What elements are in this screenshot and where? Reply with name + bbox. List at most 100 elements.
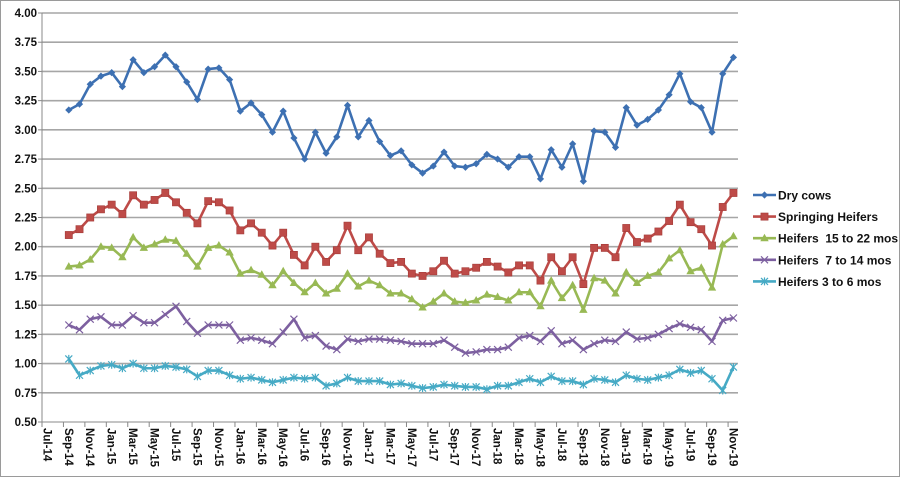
data-point	[193, 262, 202, 270]
data-point	[161, 189, 170, 197]
data-point	[547, 326, 556, 335]
data-point	[300, 261, 309, 270]
data-point	[214, 241, 224, 249]
data-point	[494, 155, 502, 163]
data-point	[311, 128, 319, 136]
data-point	[290, 250, 298, 259]
data-point	[108, 68, 116, 77]
data-point	[633, 238, 641, 246]
y-tick-label: 2.25	[15, 213, 38, 225]
data-point	[665, 217, 674, 225]
data-point	[386, 380, 395, 389]
x-tick-label: Jul-15	[169, 428, 181, 462]
data-point	[257, 228, 266, 237]
data-point	[386, 288, 395, 297]
data-point	[697, 225, 706, 234]
data-point	[322, 258, 330, 266]
x-tick-label: Sep-15	[190, 428, 202, 466]
data-point	[568, 336, 577, 345]
data-point	[150, 239, 159, 248]
series-dry-cows	[65, 51, 738, 185]
data-point	[450, 343, 459, 352]
data-point	[601, 128, 609, 136]
data-point	[365, 116, 373, 125]
y-tick-label: 2.75	[15, 154, 38, 166]
data-point	[590, 339, 599, 348]
data-point	[654, 330, 663, 339]
data-point	[343, 101, 352, 109]
data-point	[343, 335, 352, 343]
data-point	[396, 288, 406, 297]
data-point	[708, 128, 716, 136]
data-point	[536, 175, 545, 183]
data-point	[247, 333, 255, 342]
data-point	[86, 213, 95, 222]
data-point	[161, 361, 170, 370]
data-point	[429, 267, 438, 276]
data-point	[150, 196, 159, 204]
data-point	[226, 76, 234, 84]
data-point	[707, 283, 717, 291]
data-point	[697, 366, 706, 375]
data-point	[579, 305, 588, 313]
data-point	[675, 319, 684, 328]
data-point	[247, 219, 255, 228]
data-point	[268, 128, 277, 136]
data-point	[354, 246, 363, 255]
data-point	[590, 374, 599, 383]
y-tick-label: 4.00	[15, 8, 37, 20]
data-point	[686, 98, 695, 106]
data-point	[172, 363, 180, 372]
data-point	[236, 336, 245, 345]
data-point	[311, 278, 320, 286]
data-point	[525, 261, 534, 270]
data-point	[665, 371, 674, 380]
series-line	[68, 53, 735, 183]
data-point	[482, 258, 491, 266]
data-point	[279, 328, 288, 336]
data-point	[225, 248, 234, 256]
data-point	[407, 294, 417, 303]
data-point	[461, 163, 470, 171]
legend-label: Heifers 3 to 6 mos	[778, 275, 882, 289]
data-point	[525, 374, 534, 383]
data-point	[686, 266, 695, 275]
data-point	[86, 255, 95, 263]
data-point	[75, 371, 84, 380]
x-tick-label: Nov-19	[726, 428, 738, 466]
x-tick-label: Jan-16	[233, 428, 245, 464]
data-point	[514, 287, 524, 296]
data-point	[418, 339, 427, 348]
legend-label: Heifers 15 to 22 mos	[778, 232, 898, 246]
data-point	[129, 56, 137, 64]
data-point	[354, 133, 362, 141]
data-point	[397, 379, 406, 388]
data-point	[236, 107, 244, 115]
data-point	[289, 373, 298, 382]
data-point	[354, 281, 363, 290]
series-springing-heifers	[64, 189, 738, 289]
data-point	[375, 249, 384, 258]
data-point	[268, 378, 277, 387]
data-point	[686, 368, 695, 377]
data-point	[118, 321, 127, 329]
data-point	[697, 104, 705, 112]
x-tick-label: May-18	[533, 428, 545, 468]
data-point	[590, 127, 598, 135]
data-point	[440, 380, 448, 389]
data-point	[611, 143, 620, 151]
data-point	[643, 234, 652, 243]
data-point	[64, 262, 73, 270]
y-tick-label: 2.50	[15, 183, 37, 195]
data-point	[611, 253, 620, 262]
data-point	[536, 301, 545, 310]
data-point	[236, 374, 245, 383]
data-point	[172, 198, 180, 207]
data-point	[332, 379, 341, 388]
data-point	[214, 198, 223, 207]
data-point	[675, 200, 684, 209]
data-point	[579, 280, 588, 289]
data-point	[633, 374, 641, 383]
data-point	[536, 378, 545, 387]
series-heifers-7-to-14-mos	[64, 302, 738, 357]
